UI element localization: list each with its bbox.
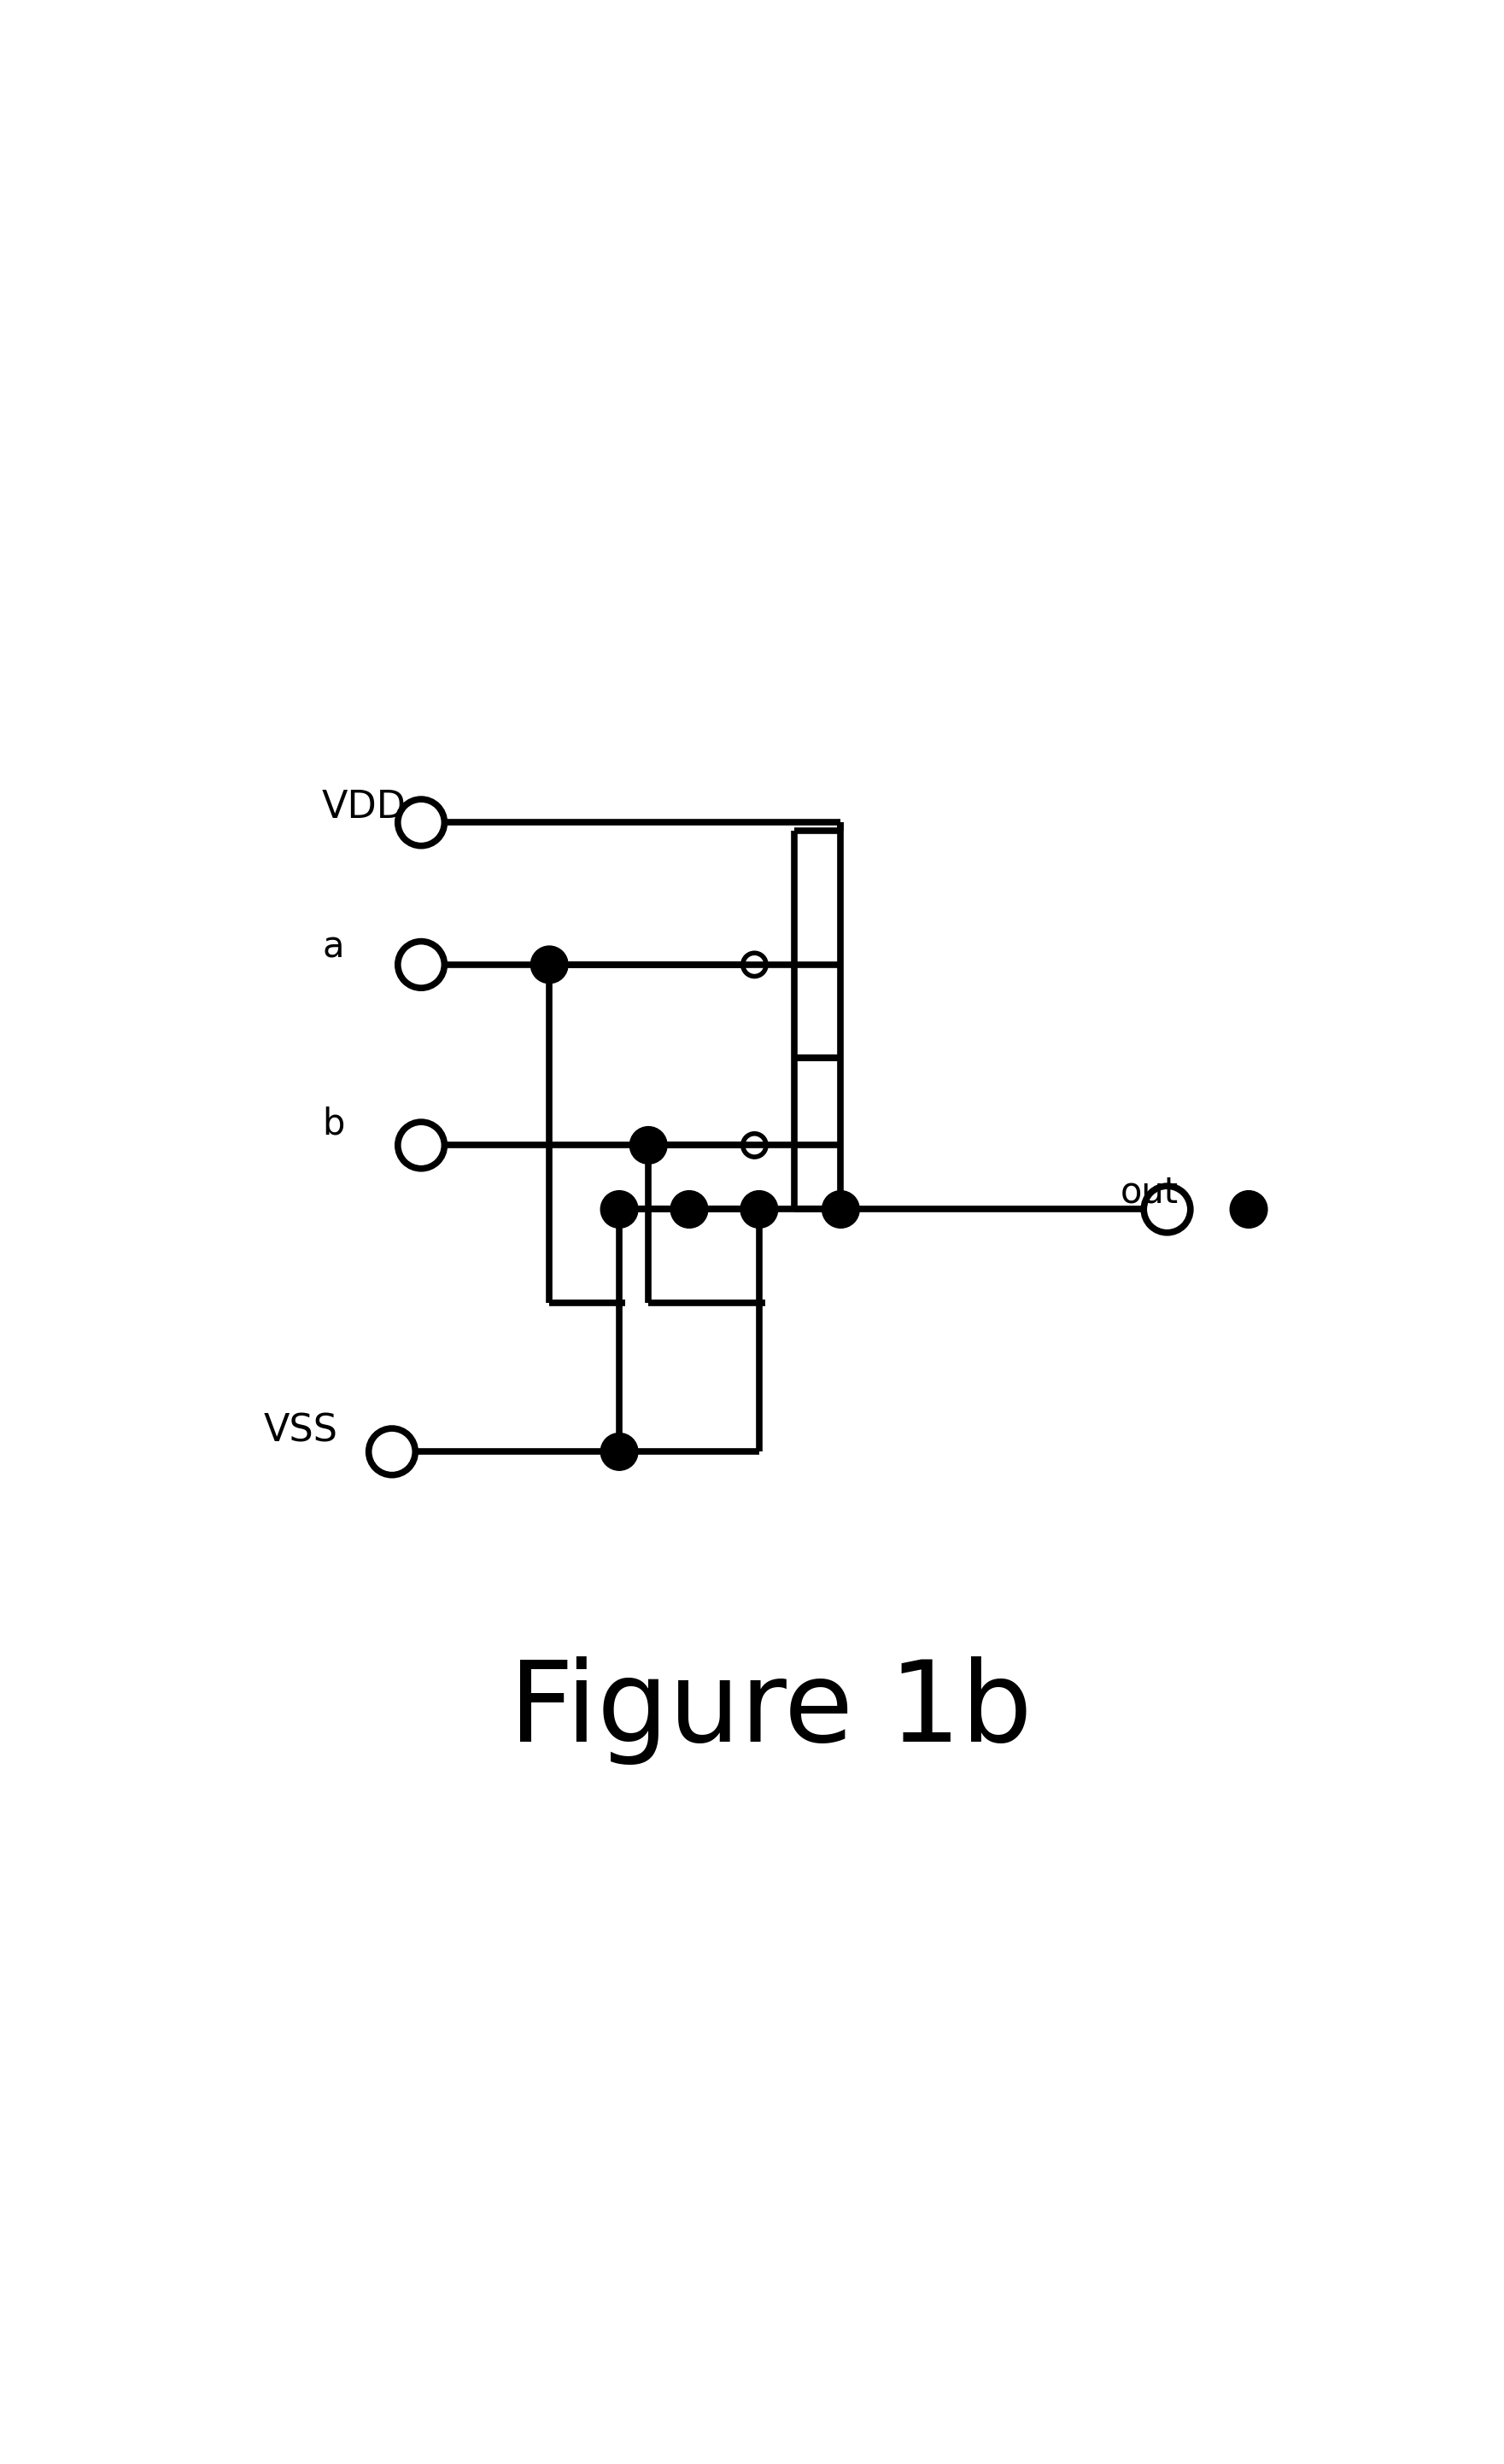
Circle shape xyxy=(630,1126,668,1163)
Text: VSS: VSS xyxy=(263,1412,338,1449)
Text: b: b xyxy=(322,1106,344,1143)
Text: VDD: VDD xyxy=(322,788,406,825)
Circle shape xyxy=(740,1190,778,1227)
Circle shape xyxy=(1230,1190,1268,1227)
Text: a: a xyxy=(322,929,344,966)
Circle shape xyxy=(531,946,569,983)
Text: Figure 1b: Figure 1b xyxy=(510,1656,1032,1764)
Circle shape xyxy=(823,1190,859,1227)
Text: out: out xyxy=(1120,1173,1179,1210)
Circle shape xyxy=(600,1434,638,1471)
Circle shape xyxy=(600,1190,638,1227)
Circle shape xyxy=(671,1190,708,1227)
